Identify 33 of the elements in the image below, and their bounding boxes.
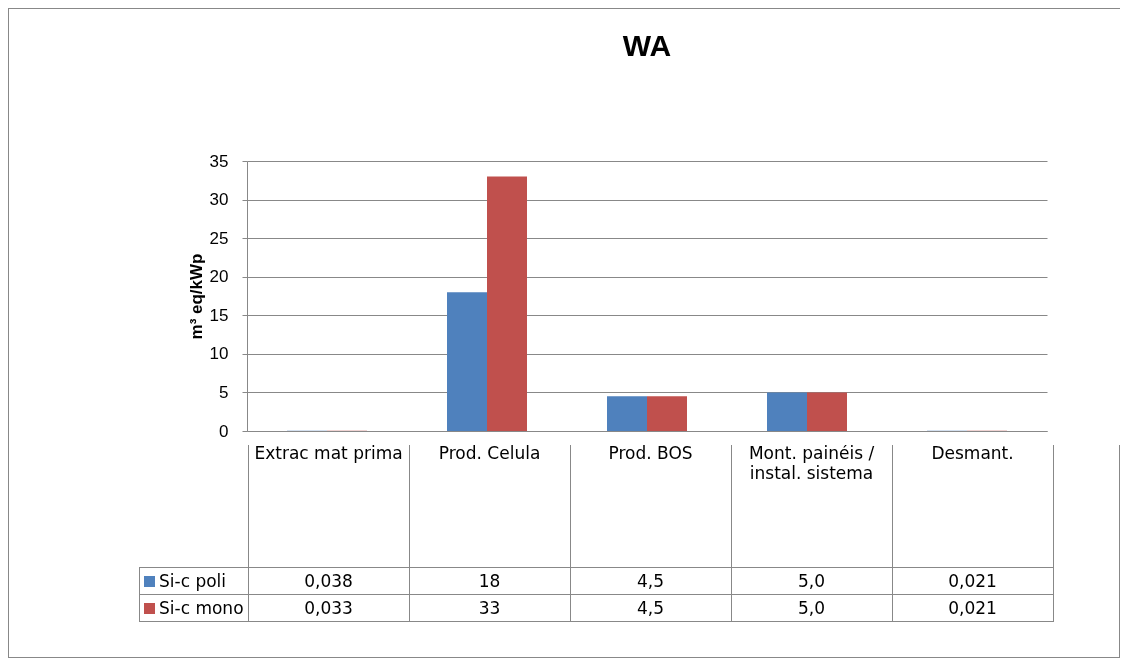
x-tick-label: Prod. Celula: [409, 439, 571, 568]
x-tick-label: Prod. BOS: [570, 439, 732, 568]
data-label: 0,021: [892, 567, 1054, 595]
y-tick-label: 15: [209, 305, 229, 325]
y-tick-label: 30: [209, 190, 229, 210]
data-label: 0,021: [892, 594, 1054, 622]
y-tick-label: 20: [209, 267, 229, 287]
data-label: 0,033: [248, 594, 410, 622]
bar: [647, 396, 687, 431]
x-tick-label: Mont. painéis / instal. sistema: [731, 439, 893, 568]
y-tick-label: 25: [209, 228, 229, 248]
chart-title: WA: [622, 29, 672, 62]
bar: [607, 396, 647, 431]
x-tick-label: Extrac mat prima: [248, 439, 410, 568]
data-label: 4,5: [570, 594, 732, 622]
bar: [487, 176, 527, 431]
legend-label: Si-c mono: [139, 594, 249, 622]
data-label: 5,0: [731, 594, 893, 622]
data-label: 33: [409, 594, 571, 622]
y-tick-label: 0: [219, 421, 229, 441]
bar: [767, 392, 807, 431]
data-label: 5,0: [731, 567, 893, 595]
y-tick-label: 10: [209, 344, 229, 364]
y-tick-label: 5: [219, 382, 229, 402]
data-label: 4,5: [570, 567, 732, 595]
bar: [807, 392, 847, 431]
bar: [447, 292, 487, 431]
y-axis-title: m³ eq/kWp: [186, 253, 206, 340]
y-tick-label: 35: [209, 151, 229, 171]
data-label: 18: [409, 567, 571, 595]
data-label: 0,038: [248, 567, 410, 595]
x-tick-label: Desmant.: [892, 439, 1054, 568]
legend-label: Si-c poli: [139, 567, 249, 595]
